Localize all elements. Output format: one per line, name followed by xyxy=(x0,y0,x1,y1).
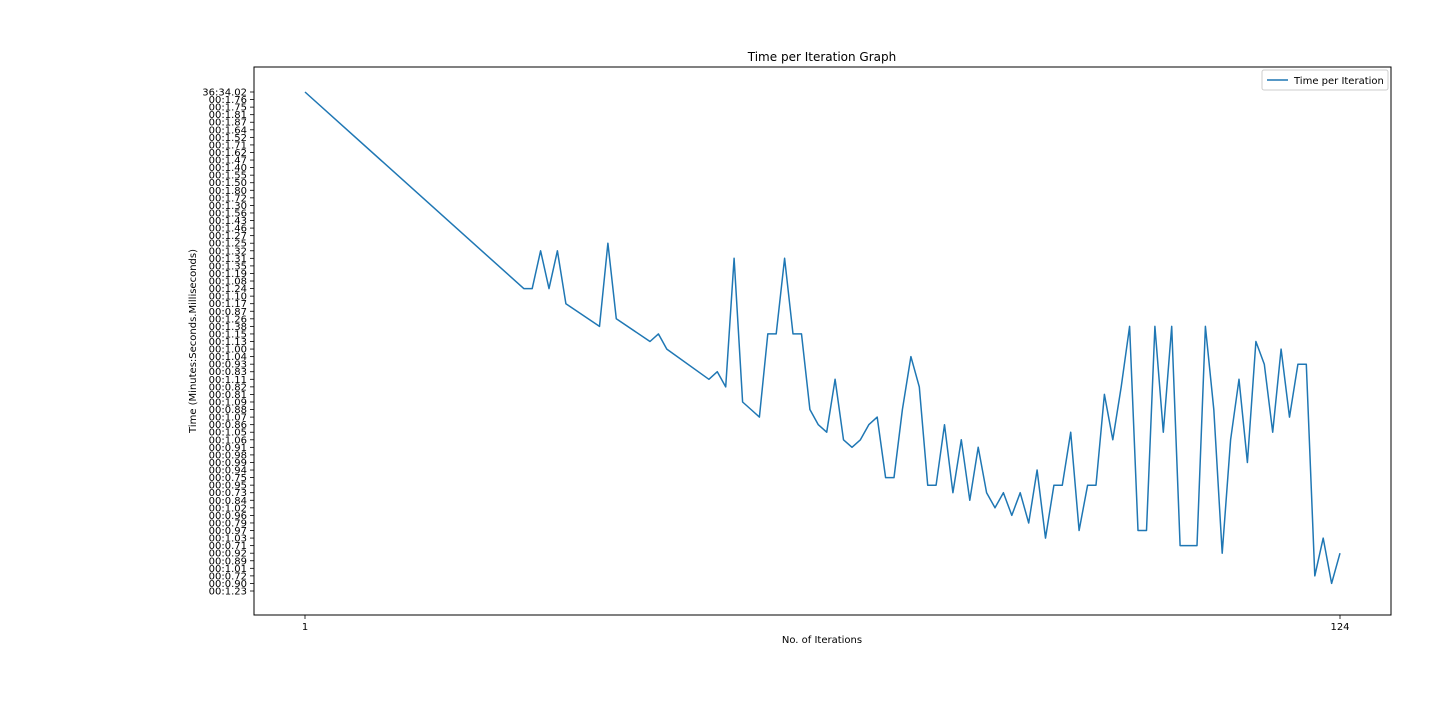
y-tick-label: 00:0.71 xyxy=(209,541,247,552)
y-tick-label: 00:1.08 xyxy=(209,277,247,288)
y-tick-label: 00:1.30 xyxy=(209,201,247,212)
y-tick-label: 00:1.35 xyxy=(209,261,247,272)
y-tick-label: 00:1.26 xyxy=(209,314,247,325)
y-tick-label: 00:0.96 xyxy=(209,511,247,522)
y-tick-label: 00:0.81 xyxy=(209,390,247,401)
y-tick-label: 00:0.90 xyxy=(209,579,247,590)
y-tick-label: 00:1.10 xyxy=(209,292,247,303)
y-tick-label: 00:1.05 xyxy=(209,428,247,439)
y-tick-label: 00:1.55 xyxy=(209,171,247,182)
y-tick-label: 00:1.17 xyxy=(209,299,247,310)
y-tick-label: 00:1.25 xyxy=(209,239,247,250)
y-tick-label: 00:1.62 xyxy=(209,148,247,159)
y-tick-label: 00:0.82 xyxy=(209,382,247,393)
y-tick-label: 00:1.15 xyxy=(209,329,247,340)
y-tick-label: 00:0.79 xyxy=(209,518,247,529)
y-tick-label: 00:0.93 xyxy=(209,360,247,371)
y-tick-label: 00:1.56 xyxy=(209,208,247,219)
y-tick-label: 00:1.50 xyxy=(209,178,247,189)
y-tick-label: 00:1.02 xyxy=(209,503,247,514)
y-tick-label: 00:1.87 xyxy=(209,118,247,129)
y-tick-label: 00:1.80 xyxy=(209,186,247,197)
x-tick-label: 124 xyxy=(1330,622,1349,633)
y-tick-label: 00:0.88 xyxy=(209,405,247,416)
y-tick-label: 00:0.73 xyxy=(209,488,247,499)
y-axis-label: Time (Minutes:Seconds.Milliseconds) xyxy=(188,249,199,434)
y-tick-label: 00:0.95 xyxy=(209,481,247,492)
y-tick-label: 00:1.03 xyxy=(209,534,247,545)
y-tick-label: 00:1.38 xyxy=(209,322,247,333)
legend-label: Time per Iteration xyxy=(1293,76,1384,87)
y-tick-label: 00:0.86 xyxy=(209,420,247,431)
plot-area-frame xyxy=(253,66,1392,616)
y-tick-label: 00:1.32 xyxy=(209,246,247,257)
x-tick-label: 1 xyxy=(302,622,308,633)
y-tick-label: 00:0.91 xyxy=(209,443,247,454)
x-axis-label: No. of Iterations xyxy=(782,635,862,646)
y-tick-label: 00:0.84 xyxy=(209,496,247,507)
chart-title: Time per Iteration Graph xyxy=(747,50,896,64)
legend-box xyxy=(1261,69,1389,91)
y-tick-label: 00:1.07 xyxy=(209,413,247,424)
y-tick-label: 00:1.00 xyxy=(209,345,247,356)
y-tick-label: 00:1.13 xyxy=(209,337,247,348)
y-tick-label: 00:0.83 xyxy=(209,367,247,378)
y-tick-label: 00:1.09 xyxy=(209,397,247,408)
y-tick-label: 00:1.04 xyxy=(209,352,247,363)
y-tick-label: 00:0.92 xyxy=(209,549,247,560)
series-line xyxy=(304,91,1341,585)
y-tick-label: 00:1.27 xyxy=(209,231,247,242)
y-tick-label: 00:0.72 xyxy=(209,571,247,582)
y-tick-label: 00:1.23 xyxy=(209,587,247,598)
y-tick-label: 00:0.98 xyxy=(209,450,247,461)
y-tick-label: 00:1.64 xyxy=(209,125,247,136)
y-tick-label: 00:1.71 xyxy=(209,140,247,151)
y-tick-label: 00:1.52 xyxy=(209,133,247,144)
y-tick-label: 00:1.01 xyxy=(209,564,247,575)
y-tick-label: 00:1.72 xyxy=(209,193,247,204)
y-tick-label: 00:1.19 xyxy=(209,269,247,280)
y-tick-label: 00:0.89 xyxy=(209,556,247,567)
y-tick-label: 00:1.40 xyxy=(209,163,247,174)
y-tick-label: 00:0.97 xyxy=(209,526,247,537)
y-tick-label: 00:1.81 xyxy=(209,110,247,121)
chart-marks: 00:1.2300:0.9000:0.7200:1.0100:0.8900:0.… xyxy=(202,88,1349,634)
y-tick-label: 00:1.43 xyxy=(209,216,247,227)
legend: Time per Iteration xyxy=(1261,69,1389,91)
y-tick-label: 00:1.24 xyxy=(209,284,247,295)
y-tick-label: 00:1.75 xyxy=(209,103,247,114)
y-tick-label: 00:1.11 xyxy=(209,375,247,386)
y-tick-label: 00:0.99 xyxy=(209,458,247,469)
y-tick-label: 00:1.46 xyxy=(209,224,247,235)
y-tick-label: 00:1.47 xyxy=(209,156,247,167)
y-tick-label: 36:34.02 xyxy=(202,88,247,99)
y-tick-label: 00:1.06 xyxy=(209,435,247,446)
y-tick-label: 00:1.76 xyxy=(209,95,247,106)
y-tick-label: 00:0.75 xyxy=(209,473,247,484)
y-tick-label: 00:0.94 xyxy=(209,466,247,477)
y-tick-label: 00:1.31 xyxy=(209,254,247,265)
y-tick-label: 00:0.87 xyxy=(209,307,247,318)
